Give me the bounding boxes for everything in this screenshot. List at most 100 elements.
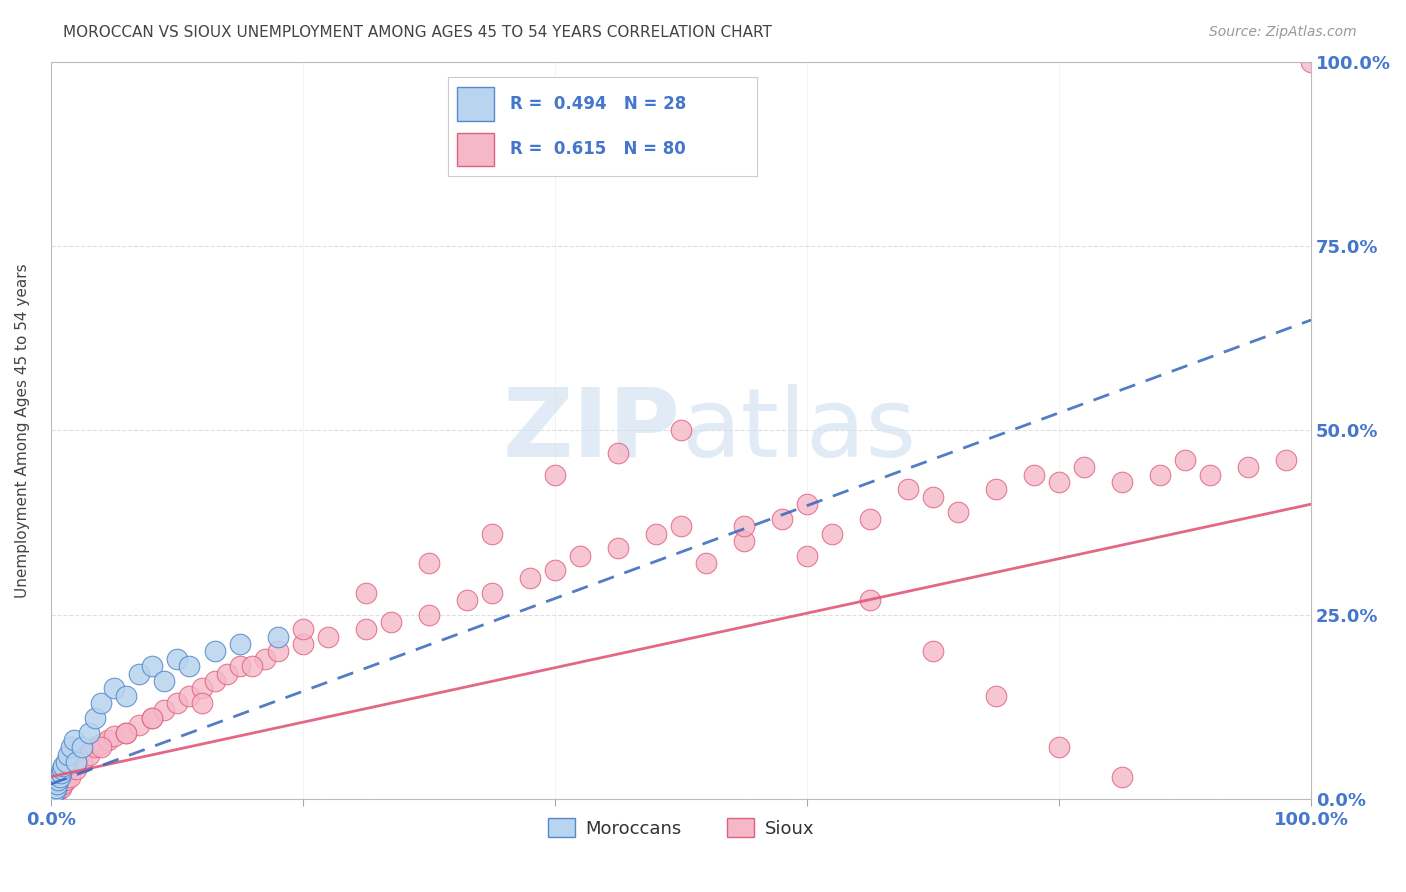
Point bbox=[1275, 453, 1298, 467]
Point bbox=[65, 755, 87, 769]
Point bbox=[569, 549, 592, 563]
Point bbox=[42, 788, 65, 802]
Point bbox=[217, 666, 239, 681]
Point bbox=[90, 696, 112, 710]
Point bbox=[354, 623, 377, 637]
Point bbox=[51, 763, 73, 777]
Text: ZIP: ZIP bbox=[503, 384, 681, 477]
Point bbox=[644, 526, 666, 541]
Point bbox=[65, 755, 87, 769]
Point bbox=[128, 666, 150, 681]
Point bbox=[90, 740, 112, 755]
Point bbox=[84, 711, 107, 725]
Point bbox=[77, 725, 100, 739]
Point bbox=[44, 784, 66, 798]
Point bbox=[65, 763, 87, 777]
Point bbox=[179, 659, 201, 673]
Legend: Moroccans, Sioux: Moroccans, Sioux bbox=[540, 811, 821, 845]
Point bbox=[204, 644, 226, 658]
Point bbox=[1174, 453, 1197, 467]
Point bbox=[62, 732, 84, 747]
Point bbox=[58, 747, 80, 762]
Point bbox=[191, 696, 214, 710]
Point bbox=[191, 681, 214, 696]
Point bbox=[254, 652, 277, 666]
Point bbox=[72, 755, 94, 769]
Point bbox=[267, 630, 290, 644]
Point bbox=[380, 615, 402, 629]
Point bbox=[821, 526, 844, 541]
Point bbox=[153, 673, 176, 688]
Point bbox=[984, 689, 1007, 703]
Point bbox=[922, 490, 945, 504]
Point bbox=[1237, 460, 1260, 475]
Point bbox=[1047, 475, 1070, 489]
Point bbox=[55, 773, 77, 788]
Point bbox=[669, 519, 692, 533]
Point bbox=[204, 673, 226, 688]
Point bbox=[897, 483, 920, 497]
Point bbox=[166, 696, 188, 710]
Point bbox=[229, 637, 252, 651]
Point bbox=[49, 780, 72, 795]
Point bbox=[481, 585, 503, 599]
Point bbox=[128, 718, 150, 732]
Point bbox=[166, 652, 188, 666]
Text: Source: ZipAtlas.com: Source: ZipAtlas.com bbox=[1209, 25, 1357, 39]
Point bbox=[1111, 770, 1133, 784]
Point bbox=[1149, 467, 1171, 482]
Point bbox=[179, 689, 201, 703]
Point bbox=[49, 766, 72, 780]
Point bbox=[607, 445, 630, 459]
Point bbox=[45, 780, 67, 795]
Point bbox=[52, 758, 75, 772]
Point bbox=[796, 549, 818, 563]
Point bbox=[77, 747, 100, 762]
Point bbox=[796, 497, 818, 511]
Point bbox=[418, 556, 440, 570]
Point bbox=[103, 729, 125, 743]
Point bbox=[544, 467, 567, 482]
Point bbox=[354, 585, 377, 599]
Point bbox=[242, 659, 264, 673]
Point bbox=[1301, 55, 1323, 70]
Point bbox=[103, 681, 125, 696]
Point bbox=[418, 607, 440, 622]
Y-axis label: Unemployment Among Ages 45 to 54 years: Unemployment Among Ages 45 to 54 years bbox=[15, 263, 30, 598]
Point bbox=[1111, 475, 1133, 489]
Point bbox=[59, 740, 82, 755]
Point bbox=[267, 644, 290, 658]
Point bbox=[859, 512, 882, 526]
Point bbox=[115, 725, 138, 739]
Point bbox=[733, 519, 755, 533]
Point bbox=[46, 777, 69, 791]
Point bbox=[770, 512, 793, 526]
Point bbox=[695, 556, 717, 570]
Point bbox=[316, 630, 339, 644]
Point bbox=[922, 644, 945, 658]
Point bbox=[607, 541, 630, 556]
Point bbox=[141, 711, 163, 725]
Point bbox=[52, 777, 75, 791]
Point bbox=[984, 483, 1007, 497]
Point bbox=[44, 788, 66, 802]
Point bbox=[72, 740, 94, 755]
Point bbox=[669, 424, 692, 438]
Point bbox=[90, 737, 112, 751]
Point bbox=[291, 637, 314, 651]
Text: MOROCCAN VS SIOUX UNEMPLOYMENT AMONG AGES 45 TO 54 YEARS CORRELATION CHART: MOROCCAN VS SIOUX UNEMPLOYMENT AMONG AGE… bbox=[63, 25, 772, 40]
Point bbox=[48, 773, 70, 788]
Point bbox=[84, 740, 107, 755]
Point bbox=[291, 623, 314, 637]
Point bbox=[229, 659, 252, 673]
Point bbox=[1022, 467, 1045, 482]
Point bbox=[141, 659, 163, 673]
Point bbox=[481, 526, 503, 541]
Point bbox=[948, 504, 970, 518]
Point bbox=[48, 770, 70, 784]
Point bbox=[59, 770, 82, 784]
Point bbox=[115, 689, 138, 703]
Point bbox=[1047, 740, 1070, 755]
Point bbox=[519, 571, 541, 585]
Point bbox=[733, 533, 755, 548]
